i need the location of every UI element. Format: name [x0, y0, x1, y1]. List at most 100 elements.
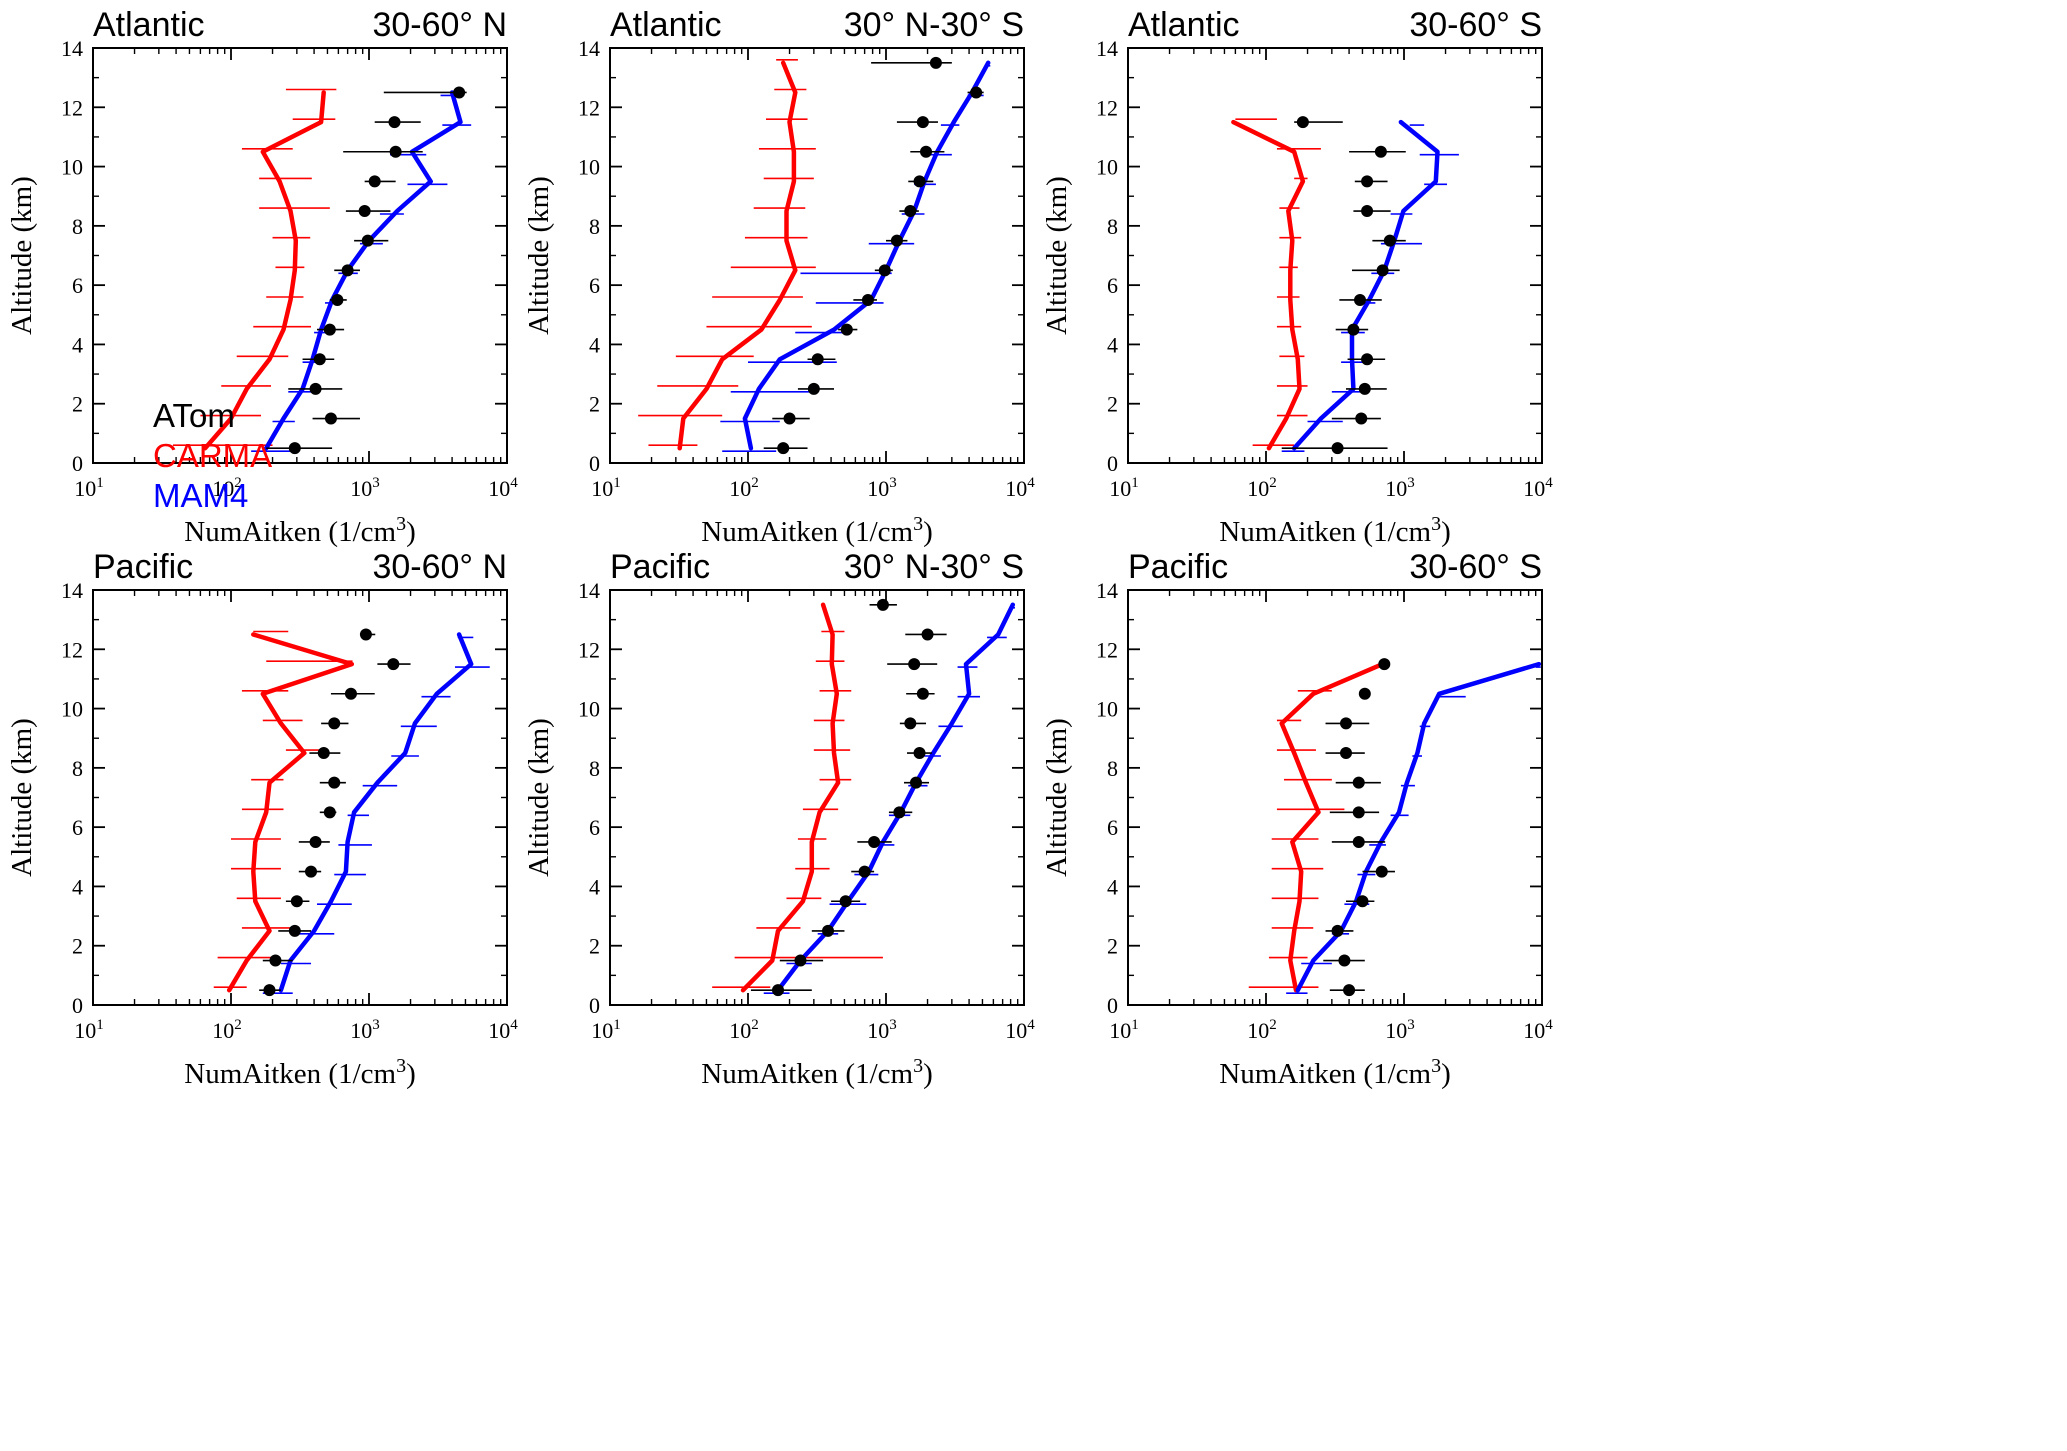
atom-data-point — [868, 835, 881, 848]
atom-data-point — [970, 86, 983, 99]
y-tick-label: 4 — [72, 874, 83, 899]
x-tick-base: 10 — [488, 476, 510, 501]
x-tick-exponent: 4 — [1545, 475, 1553, 491]
x-axis-title: NumAitken (1/cm3) — [184, 1055, 416, 1090]
x-tick-label: 102 — [729, 475, 759, 501]
atom-data-point — [1354, 293, 1367, 306]
carma-profile-line — [1231, 119, 1306, 451]
x-tick-base: 10 — [1247, 1018, 1269, 1043]
y-tick-label: 12 — [61, 637, 83, 662]
x-axis-title-exponent: 3 — [1431, 1055, 1441, 1077]
x-axis-title-text: NumAitken (1/cm — [701, 1058, 913, 1090]
series-carma — [213, 630, 355, 993]
atom-data-point — [840, 323, 853, 336]
y-tick-label: 6 — [72, 815, 83, 840]
x-tick-exponent: 3 — [889, 475, 897, 491]
legend-item-carma: CARMA — [153, 437, 272, 474]
carma-profile-line — [226, 632, 355, 993]
y-tick-label: 4 — [1107, 332, 1118, 357]
x-axis-title-exponent: 3 — [913, 1055, 923, 1077]
y-tick-label: 10 — [61, 155, 83, 180]
atom-data-point — [387, 658, 400, 671]
x-axis-title-close: ) — [923, 1058, 933, 1090]
x-tick-label: 102 — [212, 1017, 242, 1043]
y-tick-label: 10 — [61, 697, 83, 722]
atom-data-point — [777, 442, 790, 455]
series-atom — [750, 598, 947, 997]
x-axis-title-close: ) — [923, 516, 933, 548]
x-tick-base: 10 — [591, 1018, 613, 1043]
atom-data-point — [890, 234, 903, 247]
series-mam4 — [251, 90, 472, 452]
x-axis-title: NumAitken (1/cm3) — [184, 513, 416, 548]
atom-data-point — [317, 747, 330, 760]
atom-data-point — [1383, 234, 1396, 247]
atom-data-point — [807, 382, 820, 395]
x-tick-exponent: 4 — [510, 1017, 518, 1033]
y-tick-label: 6 — [72, 273, 83, 298]
atom-data-point — [1361, 353, 1374, 366]
y-tick-label: 6 — [1107, 815, 1118, 840]
x-tick-base: 10 — [1247, 476, 1269, 501]
x-tick-base: 10 — [212, 1018, 234, 1043]
x-tick-label: 102 — [1247, 475, 1277, 501]
panel-title-latitude: 30° N-30° S — [844, 548, 1024, 586]
y-tick-label: 8 — [589, 756, 600, 781]
x-tick-label: 101 — [1109, 475, 1139, 501]
x-tick-exponent: 1 — [96, 1017, 104, 1033]
x-axis-title-exponent: 3 — [913, 513, 923, 535]
mam4-profile-line — [1291, 119, 1440, 451]
x-tick-exponent: 2 — [751, 1017, 759, 1033]
x-tick-base: 10 — [867, 1018, 889, 1043]
x-axis-title-close: ) — [1441, 1058, 1451, 1090]
plot-frame — [92, 589, 508, 1006]
panel-title-latitude: 30-60° N — [372, 6, 507, 44]
plot-frame — [1127, 589, 1543, 1006]
x-tick-base: 10 — [729, 476, 751, 501]
x-tick-base: 10 — [1109, 476, 1131, 501]
series-mam4 — [262, 632, 490, 994]
y-tick-label: 2 — [1107, 392, 1118, 417]
atom-data-point — [913, 747, 926, 760]
series-carma — [1231, 118, 1321, 451]
x-tick-label: 104 — [1005, 1017, 1035, 1043]
y-tick-label: 6 — [589, 273, 600, 298]
series-atom — [266, 86, 467, 455]
atom-data-point — [916, 687, 929, 700]
y-tick-label: 12 — [578, 637, 600, 662]
x-tick-base: 10 — [1005, 1018, 1027, 1043]
mam4-profile-line — [775, 602, 1016, 993]
series-mam4 — [1286, 661, 1542, 994]
carma-profile-line — [740, 602, 841, 993]
x-tick-label: 101 — [591, 475, 621, 501]
y-tick-label: 2 — [589, 934, 600, 959]
mam4-profile-line — [278, 632, 474, 993]
x-axis-title-text: NumAitken (1/cm — [184, 1058, 396, 1090]
atom-data-point — [358, 205, 371, 218]
atom-data-point — [1296, 116, 1309, 129]
y-tick-label: 8 — [1107, 756, 1118, 781]
atom-data-point — [1356, 895, 1369, 908]
panel-title-latitude: 30-60° S — [1409, 548, 1542, 586]
x-tick-exponent: 1 — [96, 475, 104, 491]
y-tick-label: 14 — [1096, 36, 1118, 61]
x-axis-title: NumAitken (1/cm3) — [1219, 513, 1451, 548]
atom-data-point — [290, 895, 303, 908]
x-axis-title: NumAitken (1/cm3) — [1219, 1055, 1451, 1090]
x-axis-title-close: ) — [1441, 516, 1451, 548]
atom-data-point — [1361, 205, 1374, 218]
atom-data-point — [910, 776, 923, 789]
x-tick-base: 10 — [867, 476, 889, 501]
y-tick-label: 0 — [589, 993, 600, 1018]
atom-data-point — [389, 145, 402, 158]
atom-data-point — [794, 954, 807, 967]
x-axis-title-text: NumAitken (1/cm — [184, 516, 396, 548]
y-tick-label: 0 — [1107, 993, 1118, 1018]
y-axis-title: Altitude (km) — [523, 176, 555, 335]
atom-data-point — [1358, 382, 1371, 395]
x-tick-label: 102 — [729, 1017, 759, 1043]
x-axis-title: NumAitken (1/cm3) — [701, 1055, 933, 1090]
